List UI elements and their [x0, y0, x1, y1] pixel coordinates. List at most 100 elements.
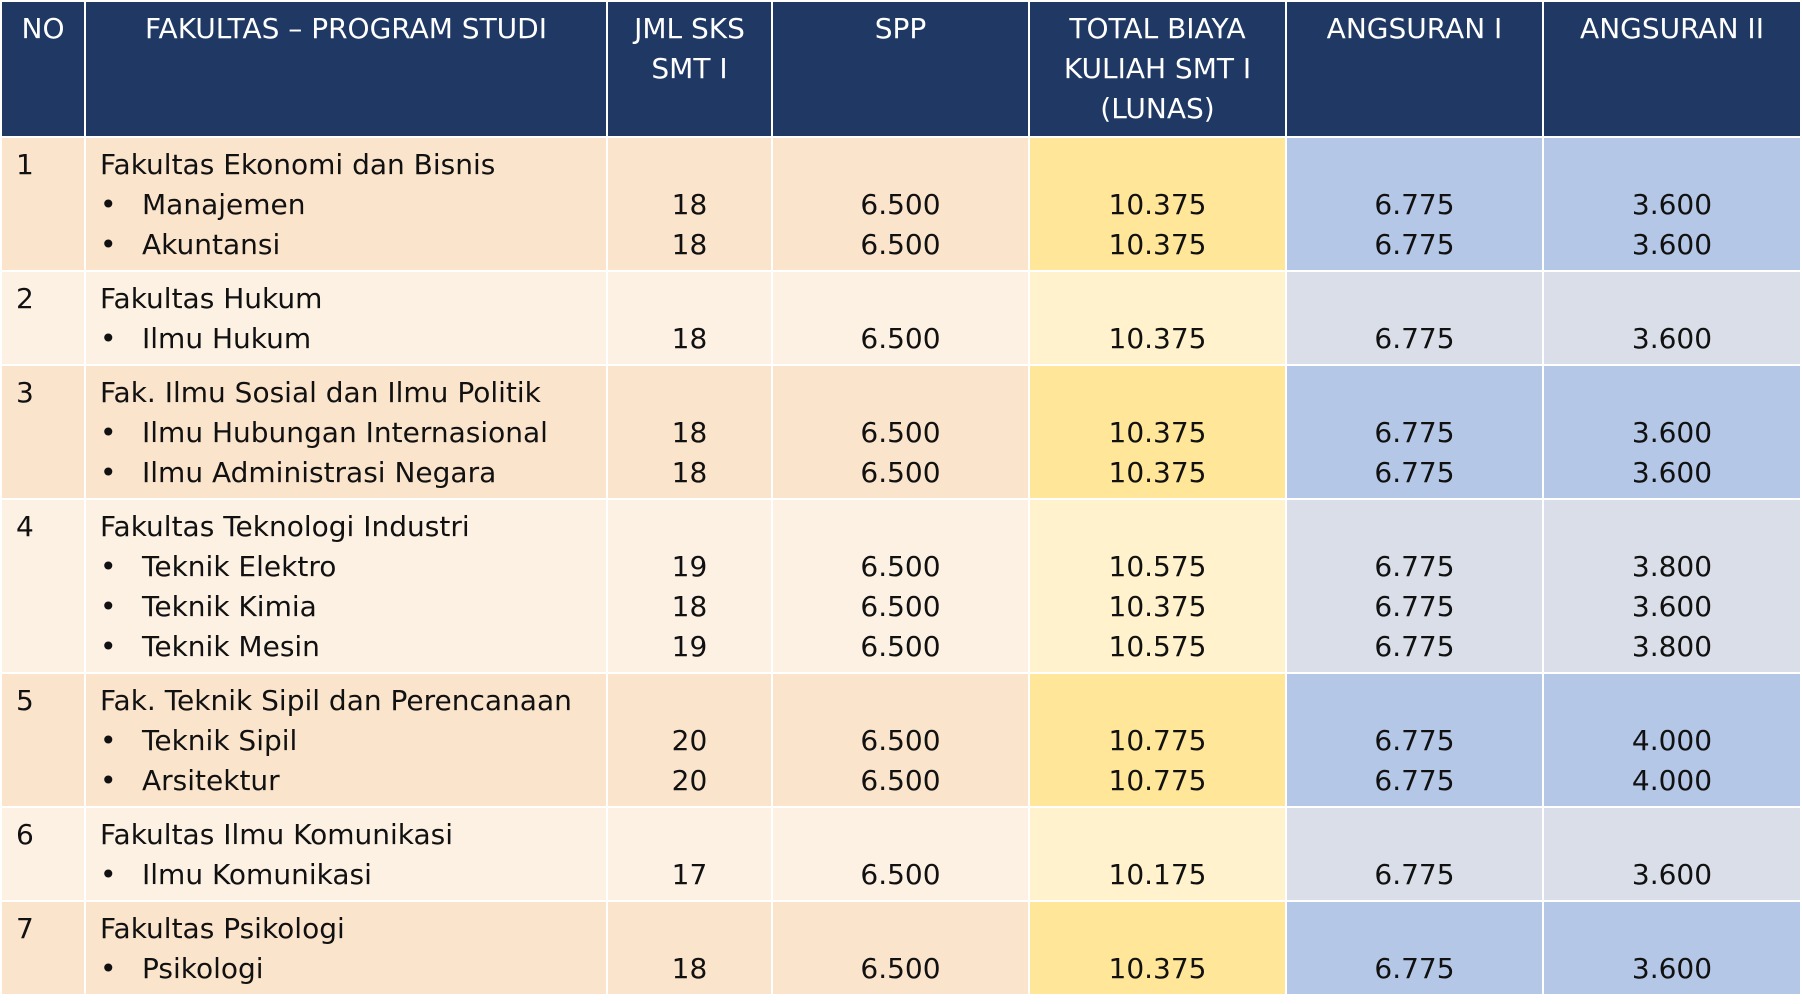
- program-cell: Fakultas Ekonomi dan Bisnis ManajemenAkun…: [84, 136, 608, 272]
- total-value: 10.775: [1108, 764, 1207, 797]
- spacer: [1545, 507, 1799, 547]
- total-cell: 10.575 10.375 10.575: [1028, 498, 1287, 674]
- spp-cell: 6.500 6.500 6.500: [771, 498, 1030, 674]
- sks-cell: 18: [606, 900, 773, 996]
- spacer: [1545, 145, 1799, 185]
- program-name: Ilmu Komunikasi: [100, 855, 605, 895]
- program-name: Akuntansi: [100, 225, 605, 265]
- program-name: Manajemen: [100, 185, 605, 225]
- angsuran1-value: 6.775: [1374, 630, 1455, 663]
- angsuran2-value: 3.600: [1631, 228, 1713, 261]
- spacer: [774, 373, 1027, 413]
- program-name: Arsitektur: [100, 761, 605, 801]
- total-value: 10.375: [1108, 952, 1207, 985]
- row-number: 7: [0, 900, 86, 996]
- total-value: 10.375: [1108, 590, 1207, 623]
- spp-value: 6.500: [860, 952, 941, 985]
- spacer: [609, 507, 770, 547]
- spacer: [1288, 815, 1541, 855]
- faculty-name: Fak. Teknik Sipil dan Perencanaan: [100, 684, 572, 717]
- spp-value: 6.500: [860, 724, 941, 757]
- row-number: 2: [0, 270, 86, 366]
- angsuran1-cell: 6.775 6.775: [1285, 364, 1544, 500]
- spacer: [774, 815, 1027, 855]
- spacer: [609, 145, 770, 185]
- total-cell: 10.375: [1028, 900, 1287, 996]
- program-name: Teknik Sipil: [100, 721, 605, 761]
- angsuran2-cell: 3.600: [1542, 270, 1802, 366]
- total-cell: 10.375: [1028, 270, 1287, 366]
- spacer: [774, 507, 1027, 547]
- sks-cell: 18 18: [606, 364, 773, 500]
- angsuran1-cell: 6.775: [1285, 806, 1544, 902]
- angsuran1-cell: 6.775 6.775: [1285, 136, 1544, 272]
- sks-value: 18: [671, 456, 708, 489]
- column-header: TOTAL BIAYA KULIAH SMT I (LUNAS): [1028, 0, 1287, 138]
- angsuran1-value: 6.775: [1374, 322, 1455, 355]
- spacer: [1288, 681, 1541, 721]
- total-value: 10.375: [1108, 456, 1207, 489]
- spp-cell: 6.500: [771, 270, 1030, 366]
- spacer: [1288, 279, 1541, 319]
- program-name: Ilmu Hukum: [100, 319, 605, 359]
- faculty-name: Fakultas Ekonomi dan Bisnis: [100, 148, 496, 181]
- sks-cell: 19 18 19: [606, 498, 773, 674]
- spp-cell: 6.500 6.500: [771, 136, 1030, 272]
- spp-value: 6.500: [860, 322, 941, 355]
- spp-value: 6.500: [860, 416, 941, 449]
- sks-value: 18: [671, 322, 708, 355]
- column-header: FAKULTAS – PROGRAM STUDI: [84, 0, 608, 138]
- angsuran1-value: 6.775: [1374, 456, 1455, 489]
- sks-value: 18: [671, 188, 708, 221]
- total-cell: 10.375 10.375: [1028, 364, 1287, 500]
- angsuran1-value: 6.775: [1374, 188, 1455, 221]
- angsuran2-value: 3.600: [1631, 590, 1713, 623]
- spacer: [609, 681, 770, 721]
- angsuran2-value: 3.600: [1631, 416, 1713, 449]
- angsuran2-value: 3.800: [1631, 550, 1713, 583]
- faculty-row: 4 Fakultas Teknologi Industri Teknik Elekt…: [0, 498, 1802, 674]
- row-number: 3: [0, 364, 86, 500]
- spacer: [1288, 909, 1541, 949]
- spacer: [1031, 279, 1284, 319]
- spp-cell: 6.500: [771, 900, 1030, 996]
- angsuran2-cell: 3.600 3.600: [1542, 364, 1802, 500]
- program-cell: Fak. Teknik Sipil dan Perencanaan Teknik …: [84, 672, 608, 808]
- row-number: 4: [0, 498, 86, 674]
- total-value: 10.175: [1108, 858, 1207, 891]
- spacer: [1031, 681, 1284, 721]
- sks-value: 19: [671, 550, 708, 583]
- angsuran1-value: 6.775: [1374, 724, 1455, 757]
- angsuran2-cell: 3.600 3.600: [1542, 136, 1802, 272]
- sks-cell: 17: [606, 806, 773, 902]
- total-cell: 10.775 10.775: [1028, 672, 1287, 808]
- faculty-row: 5 Fak. Teknik Sipil dan Perencanaan Teknik…: [0, 672, 1802, 808]
- angsuran1-cell: 6.775: [1285, 270, 1544, 366]
- angsuran1-cell: 6.775 6.775: [1285, 672, 1544, 808]
- angsuran1-value: 6.775: [1374, 416, 1455, 449]
- angsuran2-cell: 3.600: [1542, 900, 1802, 996]
- sks-value: 20: [671, 724, 708, 757]
- total-value: 10.575: [1108, 630, 1207, 663]
- faculty-row: 2 Fakultas Hukum Ilmu Hukum 18 6.500 10.37…: [0, 270, 1802, 366]
- angsuran2-cell: 3.600: [1542, 806, 1802, 902]
- column-header: NO: [0, 0, 86, 138]
- angsuran1-value: 6.775: [1374, 764, 1455, 797]
- faculty-name: Fakultas Hukum: [100, 282, 323, 315]
- program-name: Psikologi: [100, 949, 605, 989]
- spp-cell: 6.500 6.500: [771, 364, 1030, 500]
- spacer: [1545, 373, 1799, 413]
- total-cell: 10.175: [1028, 806, 1287, 902]
- sks-value: 18: [671, 590, 708, 623]
- spacer: [774, 145, 1027, 185]
- angsuran2-value: 3.600: [1631, 188, 1713, 221]
- angsuran1-value: 6.775: [1374, 952, 1455, 985]
- program-name: Teknik Kimia: [100, 587, 605, 627]
- total-value: 10.375: [1108, 188, 1207, 221]
- total-value: 10.575: [1108, 550, 1207, 583]
- program-name: Ilmu Hubungan Internasional: [100, 413, 605, 453]
- spp-value: 6.500: [860, 228, 941, 261]
